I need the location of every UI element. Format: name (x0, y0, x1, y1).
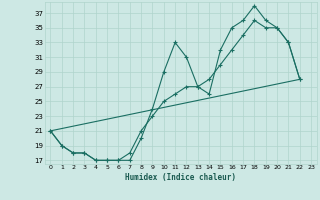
X-axis label: Humidex (Indice chaleur): Humidex (Indice chaleur) (125, 173, 236, 182)
